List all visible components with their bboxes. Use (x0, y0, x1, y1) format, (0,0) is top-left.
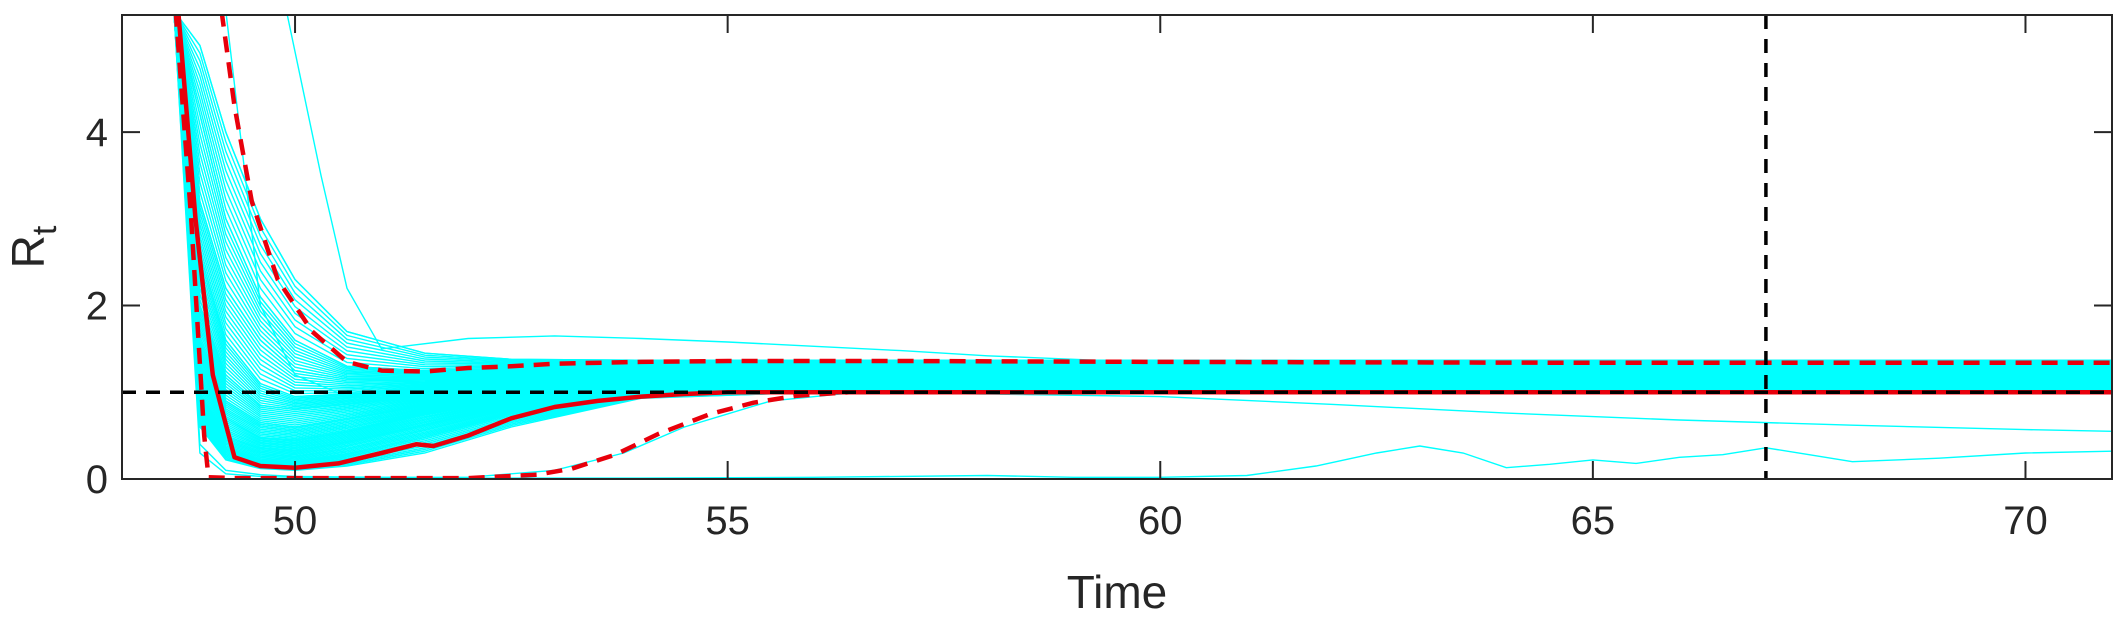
y-axis-label-main: R (2, 235, 54, 268)
ensemble-line-84 (173, 15, 2112, 398)
x-tick-label: 50 (273, 499, 318, 543)
y-axis-ticks: 0 2 4 (86, 111, 2112, 502)
y-tick-label: 4 (86, 111, 108, 155)
y-tick-label: 0 (86, 458, 108, 502)
y-tick-label: 2 (86, 285, 108, 329)
series-upper-bound (219, 15, 2112, 374)
x-axis-label: Time (1067, 566, 1168, 618)
ensemble-line-82 (174, 15, 2112, 372)
ensemble-line-85 (173, 15, 2112, 411)
series-lower-bound (173, 15, 2112, 479)
plot-frame (121, 14, 2113, 480)
y-axis-label-subscript: t (26, 225, 64, 235)
x-tick-label: 70 (2003, 499, 2048, 543)
ensemble-line-83 (173, 15, 2112, 380)
ensemble-line-86 (173, 15, 2112, 428)
reference-lines (122, 15, 2112, 479)
y-axis-label: Rt (2, 225, 64, 268)
x-axis-ticks: 50 55 60 65 70 (273, 15, 2048, 543)
x-tick-label: 60 (1138, 499, 1183, 543)
x-tick-label: 65 (1571, 499, 1616, 543)
x-tick-label: 55 (705, 499, 750, 543)
